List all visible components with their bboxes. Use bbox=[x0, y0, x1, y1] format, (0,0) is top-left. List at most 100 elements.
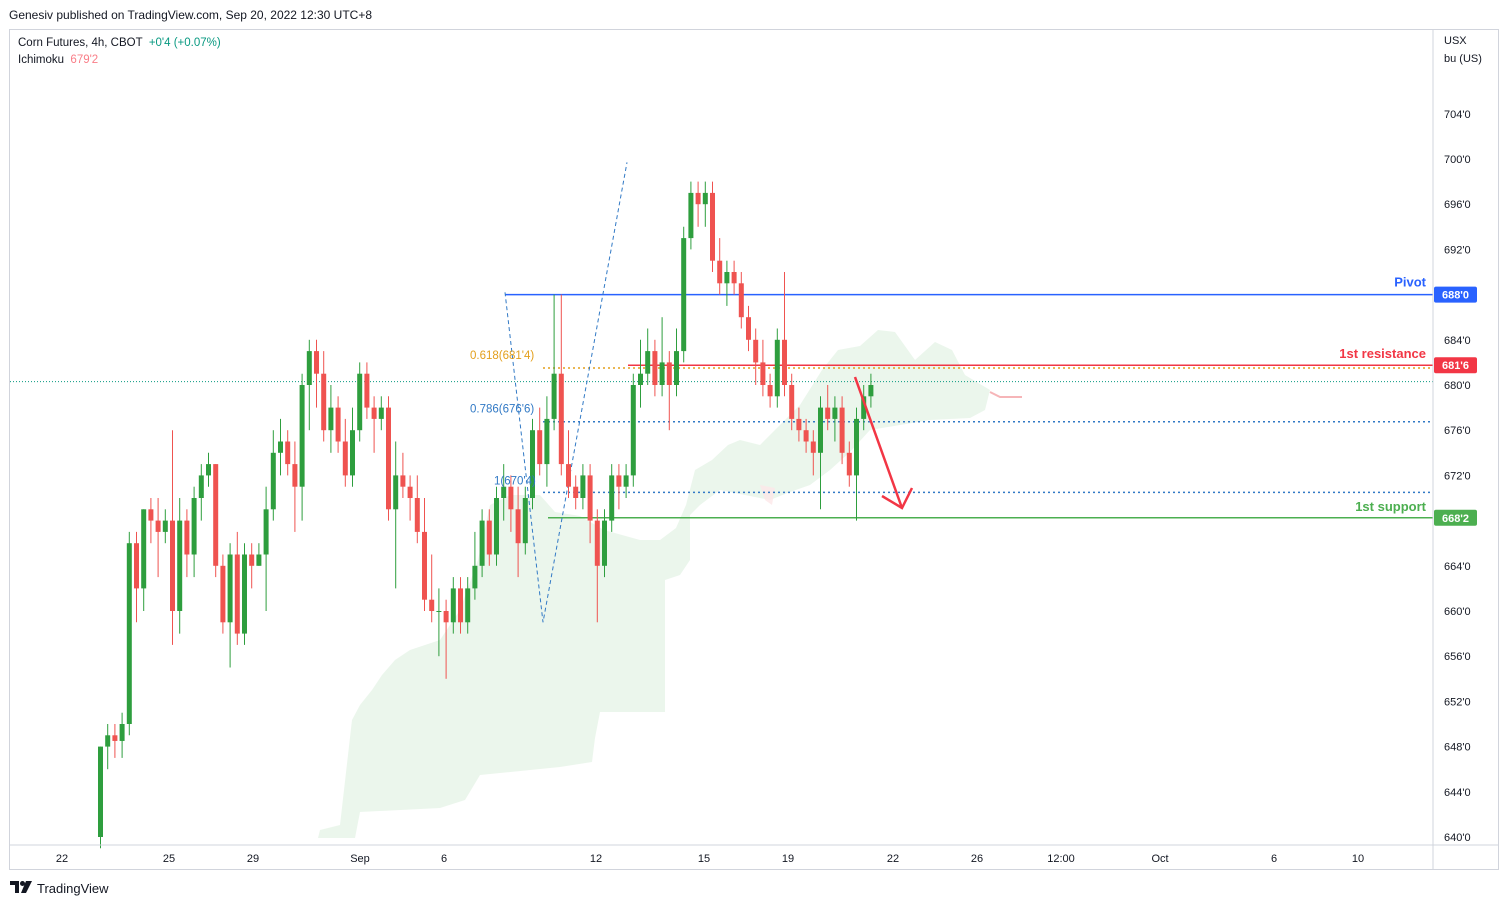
candle bbox=[400, 452, 406, 498]
candle-body bbox=[810, 441, 816, 453]
candle bbox=[868, 373, 874, 408]
candle bbox=[796, 407, 802, 442]
candle-body bbox=[400, 475, 406, 487]
legend-indicator: Ichimoku bbox=[18, 54, 65, 66]
candle-body bbox=[364, 373, 370, 408]
candle bbox=[350, 407, 355, 487]
candle bbox=[494, 486, 499, 566]
candle-body bbox=[861, 396, 867, 419]
candle-body bbox=[249, 554, 255, 566]
candle-body bbox=[393, 475, 399, 510]
candle bbox=[342, 418, 348, 487]
candle-body bbox=[220, 565, 226, 623]
y-tick-label: 676'0 bbox=[1444, 425, 1471, 437]
candle bbox=[227, 543, 233, 668]
candle-body bbox=[796, 418, 802, 431]
candle-body bbox=[206, 464, 211, 476]
resistance-price-badge-text: 681'6 bbox=[1442, 360, 1469, 372]
candle-body bbox=[98, 746, 103, 837]
candle-body bbox=[479, 520, 485, 566]
candle-body bbox=[256, 554, 262, 566]
candle-body bbox=[386, 407, 391, 510]
candle bbox=[537, 407, 543, 476]
pivot-price-badge-text: 688'0 bbox=[1442, 290, 1469, 302]
candle-body bbox=[184, 520, 190, 555]
candle-body bbox=[306, 351, 312, 385]
candle-body bbox=[443, 611, 449, 623]
candle-body bbox=[753, 339, 759, 363]
resistance-label: 1st resistance bbox=[1339, 346, 1426, 361]
x-tick-label: Oct bbox=[1151, 853, 1168, 865]
legend-indicator-row[interactable]: Ichimoku 679'2 bbox=[18, 52, 221, 69]
candle bbox=[839, 396, 845, 465]
candle bbox=[249, 543, 255, 589]
support-price-badge-text: 668'2 bbox=[1442, 513, 1469, 525]
candle bbox=[724, 260, 730, 306]
candle-body bbox=[278, 441, 283, 453]
candle bbox=[479, 509, 485, 578]
candle-body bbox=[486, 520, 492, 555]
candle bbox=[98, 746, 103, 849]
candle-body bbox=[767, 385, 773, 397]
legend-symbol: Corn Futures, 4h, CBOT bbox=[18, 37, 143, 49]
candle bbox=[630, 373, 636, 487]
candle bbox=[544, 396, 550, 487]
candle-body bbox=[710, 192, 715, 261]
projection-arrow bbox=[853, 376, 1022, 510]
candle bbox=[443, 599, 449, 679]
support-label: 1st support bbox=[1355, 499, 1426, 514]
footer-brand[interactable]: TradingView bbox=[10, 880, 109, 896]
candle-body bbox=[105, 735, 111, 747]
candle-body bbox=[357, 373, 363, 431]
candle-body bbox=[429, 599, 435, 611]
candle-body bbox=[126, 543, 132, 724]
fib-label: 1(670'4) bbox=[494, 475, 536, 487]
candle bbox=[508, 475, 514, 532]
fib-zigzag-line bbox=[504, 162, 628, 623]
candle bbox=[486, 509, 492, 566]
candle bbox=[810, 430, 816, 476]
candle-body bbox=[558, 373, 564, 465]
candle-body bbox=[342, 441, 348, 476]
candle bbox=[854, 407, 859, 521]
tradingview-logo-icon bbox=[10, 880, 32, 896]
candle-body bbox=[868, 385, 874, 397]
level-labels: Pivot 688'0 1st resistance 681'6 1st support… bbox=[470, 275, 1477, 526]
legend-symbol-row[interactable]: Corn Futures, 4h, CBOT +0'4 (+0.07%) bbox=[18, 35, 221, 52]
candle bbox=[213, 464, 219, 578]
candle-body bbox=[148, 509, 154, 521]
candles[interactable] bbox=[98, 181, 874, 849]
candle bbox=[580, 464, 586, 510]
candle bbox=[422, 498, 427, 611]
candle bbox=[623, 464, 629, 498]
candle-body bbox=[609, 475, 615, 521]
x-tick-label: 22 bbox=[887, 853, 899, 865]
candle bbox=[278, 418, 283, 476]
candle-body bbox=[378, 407, 384, 419]
candle-body bbox=[328, 407, 334, 431]
candle bbox=[436, 588, 442, 657]
candle bbox=[141, 509, 147, 611]
candle bbox=[659, 317, 665, 397]
pivot-label: Pivot bbox=[1394, 275, 1426, 290]
candle bbox=[407, 475, 413, 521]
candle-body bbox=[530, 430, 535, 498]
candle-body bbox=[666, 362, 672, 385]
pivot-price-badge bbox=[1434, 286, 1477, 303]
candle-body bbox=[227, 554, 233, 623]
candle bbox=[515, 486, 521, 578]
candle-body bbox=[414, 498, 420, 532]
candle-body bbox=[803, 430, 809, 442]
candle bbox=[731, 260, 737, 295]
candle-body bbox=[321, 373, 327, 431]
candle bbox=[760, 339, 766, 397]
candle-body bbox=[371, 407, 377, 419]
candle-body bbox=[191, 498, 197, 555]
candle-body bbox=[170, 520, 175, 611]
candle bbox=[465, 577, 471, 634]
candle bbox=[767, 373, 773, 408]
candle bbox=[285, 430, 291, 476]
candle bbox=[234, 531, 240, 645]
x-tick-label: 6 bbox=[441, 853, 447, 865]
